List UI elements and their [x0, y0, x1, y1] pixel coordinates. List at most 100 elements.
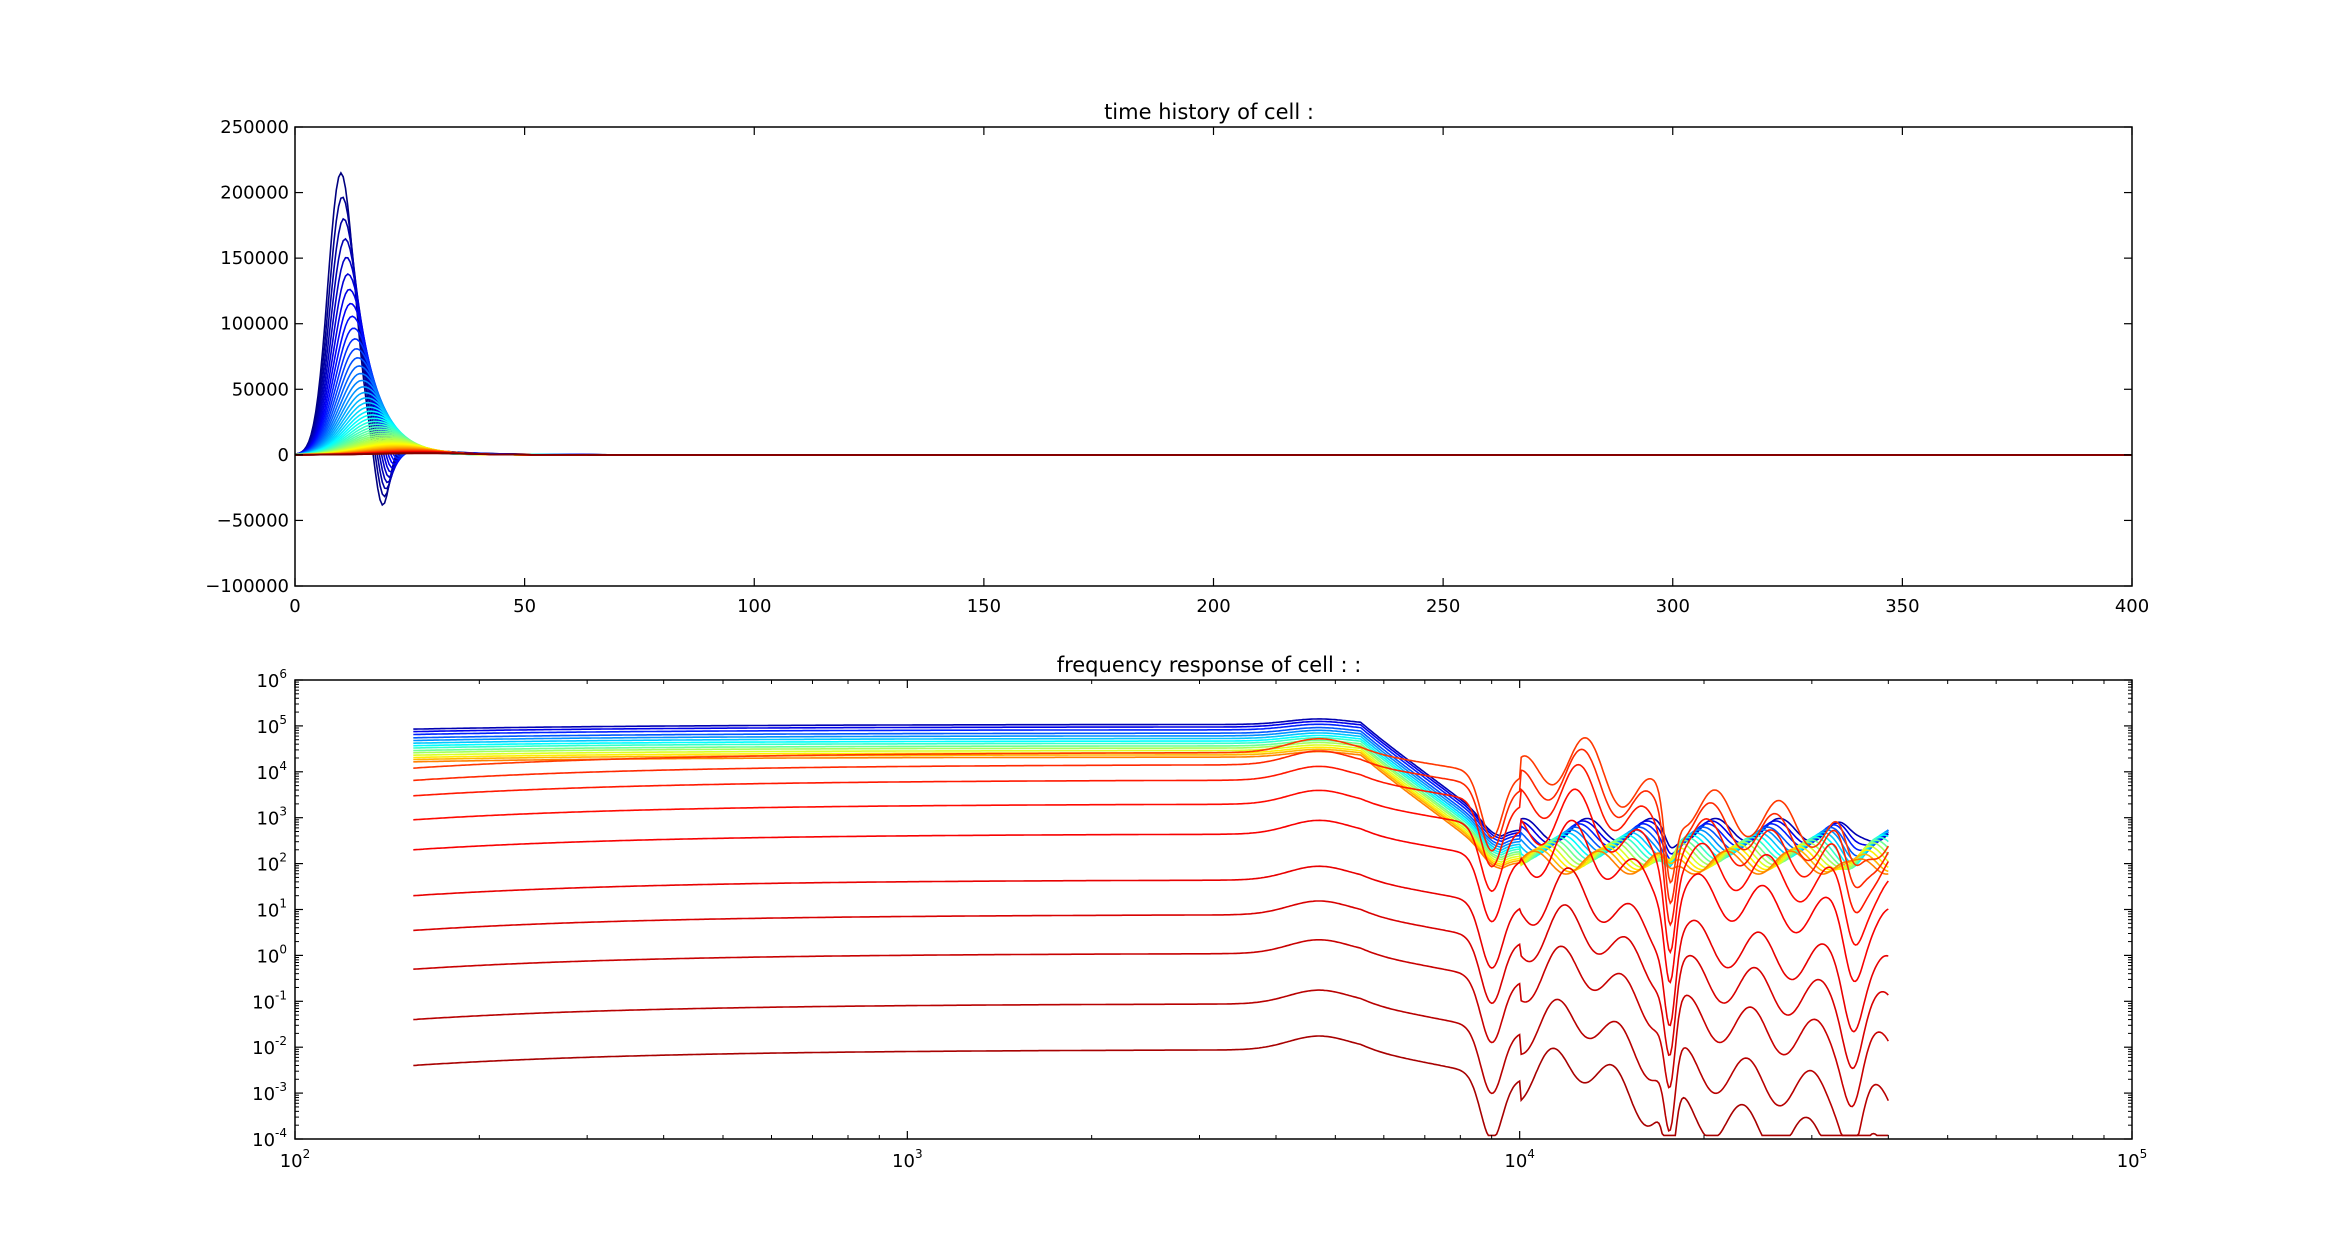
frequency-response-series-line [413, 865, 1889, 1033]
time-history-series-line [295, 315, 2132, 463]
x-tick-label: 250 [1426, 596, 1460, 617]
time-history-series-line [295, 437, 2132, 456]
time-history-series-line [295, 256, 2132, 479]
time-history-plot-frame [294, 126, 2133, 587]
time-history-series-line [295, 406, 2132, 456]
time-history-series-line [295, 391, 2132, 456]
y-tick-label: 10-2 [252, 1034, 287, 1059]
y-tick-label: 100000 [220, 314, 289, 335]
time-history-series-line [295, 432, 2132, 456]
time-history-title: time history of cell : [1104, 100, 1314, 124]
time-history-series-line [295, 442, 2132, 456]
time-history-series-line [295, 347, 2132, 456]
y-tick-label: 250000 [220, 117, 289, 138]
time-history-series-line [295, 356, 2132, 456]
time-history-series-line [295, 444, 2132, 456]
time-history-series-line [295, 338, 2132, 458]
time-history-series-line [295, 443, 2132, 456]
x-tick-label: 400 [2115, 596, 2149, 617]
x-tick-label: 104 [1504, 1147, 1535, 1172]
y-tick-label: 10-4 [252, 1126, 287, 1151]
time-history-series-line [295, 426, 2132, 456]
frequency-response-series-line [413, 989, 1890, 1137]
time-history-series-line [295, 446, 2132, 456]
frequency-response-series-line [413, 737, 1889, 870]
y-tick-label: 150000 [220, 248, 289, 269]
frequency-response-series-group [413, 718, 1890, 1137]
time-history-series-line [295, 436, 2132, 456]
time-history-series-line [295, 441, 2132, 456]
time-history-series-line [295, 385, 2132, 456]
x-tick-label: 300 [1656, 596, 1690, 617]
time-history-series-line [295, 302, 2132, 465]
x-tick-label: 105 [2117, 1147, 2148, 1172]
y-tick-label: 200000 [220, 183, 289, 204]
time-history-chart: time history of cell : 0 50 100 150 200 250 30… [205, 100, 2149, 617]
x-tick-label: 102 [280, 1147, 311, 1172]
time-history-series-line [295, 397, 2132, 456]
frequency-response-series-line [413, 726, 1889, 865]
time-history-series-line [295, 417, 2132, 456]
x-tick-label: 350 [1885, 596, 1919, 617]
frequency-response-series-line [413, 744, 1889, 870]
time-history-series-line [295, 288, 2132, 469]
y-tick-label: 100 [256, 942, 287, 967]
y-tick-label: 104 [256, 759, 287, 784]
frequency-response-series-line [413, 736, 1889, 884]
frequency-response-series-line [413, 748, 1890, 905]
time-history-series-line [295, 445, 2132, 456]
time-history-series-group [295, 171, 2132, 507]
frequency-response-series-line [413, 788, 1889, 955]
time-history-series-line [295, 217, 2132, 490]
x-tick-label: 103 [892, 1147, 923, 1172]
frequency-response-series-line [413, 720, 1889, 855]
time-history-x-axis: 0 50 100 150 200 250 300 350 400 [289, 127, 2149, 617]
y-tick-label: 10-3 [252, 1080, 287, 1105]
time-history-series-line [295, 365, 2132, 456]
time-history-series-line [295, 372, 2132, 456]
frequency-response-series-line [413, 939, 1889, 1108]
y-tick-label: −50000 [217, 510, 289, 531]
frequency-response-series-line [413, 739, 1889, 871]
time-history-series-line [295, 196, 2132, 498]
frequency-response-x-axis: 102 103 104 105 [280, 680, 2148, 1172]
frequency-response-title: frequency response of cell : : [1057, 653, 1362, 677]
x-tick-label: 0 [289, 596, 300, 617]
frequency-response-series-line [413, 741, 1889, 870]
time-history-series-line [295, 272, 2132, 473]
y-tick-label: 106 [256, 667, 287, 692]
time-history-series-line [295, 237, 2132, 484]
time-history-series-line [295, 410, 2132, 456]
time-history-series-line [295, 430, 2132, 456]
time-history-series-line [295, 446, 2132, 456]
y-tick-label: 10-1 [252, 988, 287, 1013]
y-tick-label: −100000 [205, 576, 289, 597]
time-history-series-line [295, 423, 2132, 456]
x-tick-label: 150 [967, 596, 1001, 617]
x-tick-label: 200 [1196, 596, 1230, 617]
frequency-response-series-line [413, 819, 1889, 984]
frequency-response-series-line [413, 723, 1889, 861]
time-history-series-line [295, 439, 2132, 456]
time-history-series-line [295, 440, 2132, 456]
frequency-response-chart: frequency response of cell : : 102 103 104… [252, 653, 2147, 1172]
time-history-series-line [295, 428, 2132, 456]
y-tick-label: 101 [256, 897, 287, 922]
y-tick-label: 50000 [232, 379, 289, 400]
y-tick-label: 102 [256, 851, 287, 876]
time-history-series-line [295, 452, 2132, 456]
x-tick-label: 50 [513, 596, 536, 617]
frequency-response-series-line [413, 734, 1889, 868]
time-history-series-line [295, 420, 2132, 456]
frequency-response-series-line [413, 900, 1889, 1070]
time-history-series-line [295, 327, 2132, 460]
y-tick-label: 103 [256, 805, 287, 830]
time-history-series-line [295, 379, 2132, 456]
time-history-series-line [295, 434, 2132, 456]
frequency-response-series-line [413, 1035, 1889, 1137]
time-history-y-axis: −100000 −50000 0 50000 100000 150000 200000 250… [205, 117, 2132, 597]
frequency-response-y-axis: 10-4 10-3 10-2 10-1 100 101 102 103 104 105 106 [252, 667, 2132, 1151]
time-history-series-line [295, 414, 2132, 456]
x-tick-label: 100 [737, 596, 771, 617]
